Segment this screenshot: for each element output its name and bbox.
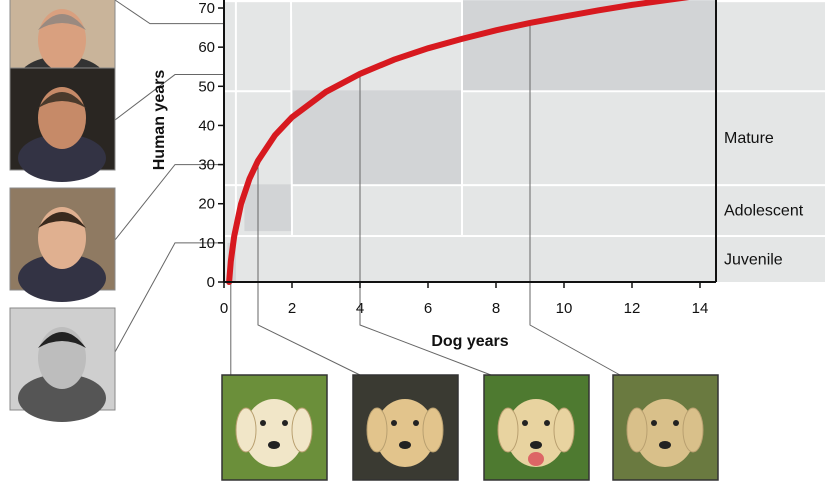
dog-eye xyxy=(673,420,679,426)
dog-photo-1 xyxy=(221,374,328,481)
x-tick-label: 0 xyxy=(220,300,228,317)
x-tick-label: 12 xyxy=(624,300,641,317)
dog-nose xyxy=(399,441,411,449)
dog-nose xyxy=(268,441,280,449)
human-photo-4 xyxy=(9,307,116,422)
stage-band-adolescent xyxy=(224,186,825,236)
highlight-region-mature xyxy=(292,90,462,185)
stage-label-mature: Mature xyxy=(724,130,774,147)
y-tick-label: 10 xyxy=(198,235,215,252)
dog-photo-2 xyxy=(352,374,459,481)
dog-eye xyxy=(651,420,657,426)
dog-ear xyxy=(626,407,648,453)
dog-head xyxy=(375,399,435,467)
highlight-region-adolescent xyxy=(244,184,292,232)
dog-photo-connector xyxy=(529,23,621,376)
highlight-region-senior xyxy=(462,0,716,91)
y-tick-label: 20 xyxy=(198,196,215,213)
y-tick-label: 60 xyxy=(198,39,215,56)
y-tick-label: 0 xyxy=(207,274,215,291)
dog-eye xyxy=(391,420,397,426)
dog-head xyxy=(635,399,695,467)
x-tick-label: 10 xyxy=(556,300,573,317)
dog-ear xyxy=(553,407,575,453)
stage-label-adolescent: Adolescent xyxy=(724,203,804,220)
age-curve xyxy=(226,0,690,285)
dog-photo-connector xyxy=(359,73,492,376)
dog-eye xyxy=(260,420,266,426)
hair xyxy=(38,212,86,228)
human-photo-connector xyxy=(114,74,224,121)
dog-eye xyxy=(544,420,550,426)
human-photo-3 xyxy=(9,187,116,302)
dog-nose xyxy=(530,441,542,449)
shoulders xyxy=(18,254,106,302)
x-tick-label: 8 xyxy=(492,300,500,317)
y-tick-label: 40 xyxy=(198,117,215,134)
dog-ear xyxy=(291,407,313,453)
dog-eye xyxy=(413,420,419,426)
dog-ear xyxy=(235,407,257,453)
hair xyxy=(38,332,86,348)
y-axis-label: Human years xyxy=(151,70,168,171)
dog-eye xyxy=(282,420,288,426)
dog-photo-connector xyxy=(257,160,361,376)
human-photo-2 xyxy=(9,67,116,182)
human-photo-connector xyxy=(114,242,224,353)
shoulders xyxy=(18,374,106,422)
x-axis-label: Dog years xyxy=(431,333,508,350)
dog-ear xyxy=(422,407,444,453)
dog-photo-4 xyxy=(612,374,719,481)
dog-ear xyxy=(366,407,388,453)
stage-band-juvenile xyxy=(224,237,825,282)
dog-nose xyxy=(659,441,671,449)
dog-ear xyxy=(682,407,704,453)
dog-head xyxy=(506,399,566,467)
hair xyxy=(38,92,86,108)
x-tick-label: 14 xyxy=(692,300,709,317)
dog-head xyxy=(244,399,304,467)
x-tick-label: 2 xyxy=(288,300,296,317)
dog-tongue xyxy=(528,452,544,466)
dog-eye xyxy=(522,420,528,426)
x-tick-label: 4 xyxy=(356,300,364,317)
dog-photo-3 xyxy=(483,374,590,481)
human-photo-connector xyxy=(114,0,224,25)
stage-label-juvenile: Juvenile xyxy=(724,252,783,269)
human-photo-connector xyxy=(114,164,224,241)
dog-ear xyxy=(497,407,519,453)
shoulders xyxy=(18,134,106,182)
y-tick-label: 70 xyxy=(198,0,215,17)
y-tick-label: 30 xyxy=(198,157,215,174)
x-tick-label: 6 xyxy=(424,300,432,317)
y-tick-label: 50 xyxy=(198,78,215,95)
stage-label-senior: Senior xyxy=(724,0,771,1)
hair xyxy=(38,14,86,30)
